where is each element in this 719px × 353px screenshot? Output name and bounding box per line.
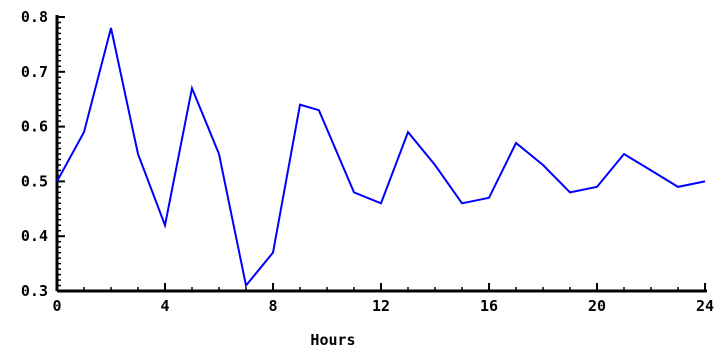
axes (55, 15, 707, 293)
x-tick-label: 24 (696, 297, 714, 315)
x-tick-label: 20 (588, 297, 606, 315)
x-tick-label: 16 (480, 297, 498, 315)
axis-ticks (56, 16, 706, 292)
y-tick-label: 0.8 (21, 8, 48, 26)
tick-labels: 0.3 0.4 0.5 0.6 0.7 0.8 0 4 8 12 16 20 24 (21, 8, 714, 315)
y-tick-label: 0.7 (21, 63, 48, 81)
x-tick-label: 0 (52, 297, 61, 315)
y-tick-label: 0.5 (21, 172, 48, 190)
y-tick-label: 0.6 (21, 118, 48, 136)
y-tick-label: 0.3 (21, 282, 48, 300)
x-tick-label: 4 (160, 297, 169, 315)
series-group (56, 27, 706, 288)
series-line (56, 27, 706, 288)
x-tick-label: 12 (372, 297, 390, 315)
x-axis-title: Hours (310, 331, 355, 349)
y-tick-label: 0.4 (21, 227, 48, 245)
x-tick-label: 8 (268, 297, 277, 315)
